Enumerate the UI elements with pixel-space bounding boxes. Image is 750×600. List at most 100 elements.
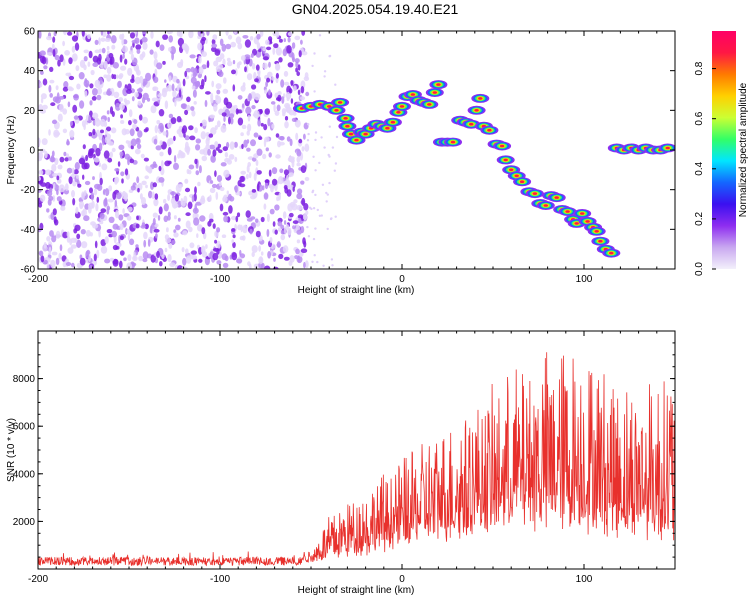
noise-blob (75, 174, 79, 179)
noise-blob (296, 162, 301, 167)
noise-blob (119, 235, 124, 241)
noise-blob (152, 182, 157, 188)
noise-blob (181, 266, 188, 269)
noise-blob (75, 65, 80, 72)
noise-blob (273, 257, 276, 262)
colorbar: 0.0 0.2 0.4 0.6 0.8 Normalized spectral ampl… (694, 31, 749, 276)
noise-blob (199, 149, 205, 155)
noise-blob (85, 229, 91, 237)
x-tick-label: -100 (210, 274, 230, 285)
noise-blob (89, 187, 93, 194)
noise-blob (73, 169, 79, 175)
noise-blob (210, 155, 216, 163)
noise-blob (103, 198, 108, 207)
noise-blob (142, 92, 149, 100)
noise-blob (288, 172, 294, 177)
noise-blob (296, 193, 303, 200)
colorbar-gradient (712, 31, 736, 269)
noise-blob (320, 136, 323, 139)
noise-blob (126, 89, 132, 94)
noise-blob (267, 117, 271, 127)
noise-blob (94, 79, 101, 89)
noise-blob (330, 217, 333, 220)
noise-blob (159, 140, 163, 146)
noise-blob (225, 31, 229, 36)
noise-blob (135, 223, 140, 229)
noise-blob (226, 57, 231, 62)
noise-blob (56, 175, 60, 181)
noise-blob (83, 64, 87, 71)
spectrogram-x-ticks: -200 -100 0 100 (28, 31, 676, 285)
noise-blob (180, 103, 186, 109)
noise-blob (196, 233, 199, 239)
noise-blob (183, 195, 188, 204)
noise-blob (99, 212, 105, 220)
noise-blob (212, 149, 217, 157)
noise-blob (131, 74, 135, 81)
noise-blob (201, 155, 208, 162)
noise-blob (283, 169, 289, 176)
noise-blob (133, 119, 138, 125)
noise-blob (173, 162, 179, 170)
noise-blob (55, 257, 60, 266)
noise-blob (283, 185, 288, 190)
noise-blob (286, 136, 291, 142)
noise-blob (106, 207, 110, 215)
track-blob (609, 251, 614, 255)
noise-blob (195, 213, 199, 218)
noise-blob (296, 204, 303, 211)
noise-blob (221, 43, 227, 52)
noise-blob (57, 113, 63, 122)
noise-blob (135, 244, 139, 248)
track-blob (345, 124, 350, 128)
noise-blob (274, 204, 280, 211)
noise-blob (214, 170, 217, 178)
noise-blob (57, 59, 61, 67)
noise-blob (39, 50, 46, 56)
noise-blob (92, 176, 95, 181)
noise-blob (127, 83, 132, 91)
noise-blob (82, 144, 86, 150)
noise-blob (180, 59, 184, 66)
noise-blob (305, 210, 309, 215)
noise-blob (169, 46, 176, 55)
noise-blob (42, 244, 48, 252)
noise-blob (245, 210, 251, 218)
noise-blob (155, 145, 162, 151)
noise-blob (289, 138, 293, 147)
noise-blob (152, 212, 158, 218)
noise-blob (123, 98, 127, 103)
noise-blob (39, 82, 43, 88)
noise-blob (204, 99, 208, 108)
noise-blob (311, 190, 314, 194)
noise-blob (159, 44, 165, 51)
noise-blob (280, 230, 285, 235)
noise-blob (209, 194, 212, 202)
noise-blob (201, 227, 206, 235)
noise-blob (62, 108, 68, 115)
noise-blob (275, 63, 280, 71)
noise-blob (200, 131, 206, 140)
noise-blob (326, 227, 329, 231)
track-blob (665, 146, 670, 150)
noise-blob (282, 211, 287, 219)
noise-blob (98, 229, 101, 238)
noise-blob (71, 53, 78, 62)
noise-blob (334, 215, 337, 218)
noise-blob (259, 109, 263, 114)
noise-blob (201, 51, 207, 57)
track-blob (499, 144, 505, 148)
noise-blob (255, 218, 259, 223)
noise-blob (142, 81, 146, 87)
noise-blob (216, 175, 223, 182)
noise-blob (136, 215, 139, 221)
noise-blob (274, 229, 278, 235)
noise-blob (297, 89, 301, 96)
noise-blob (300, 248, 308, 253)
noise-blob (51, 251, 58, 256)
noise-blob (102, 31, 107, 38)
noise-blob (226, 190, 229, 195)
noise-blob (79, 257, 86, 266)
noise-blob (326, 193, 329, 196)
noise-blob (64, 183, 69, 192)
